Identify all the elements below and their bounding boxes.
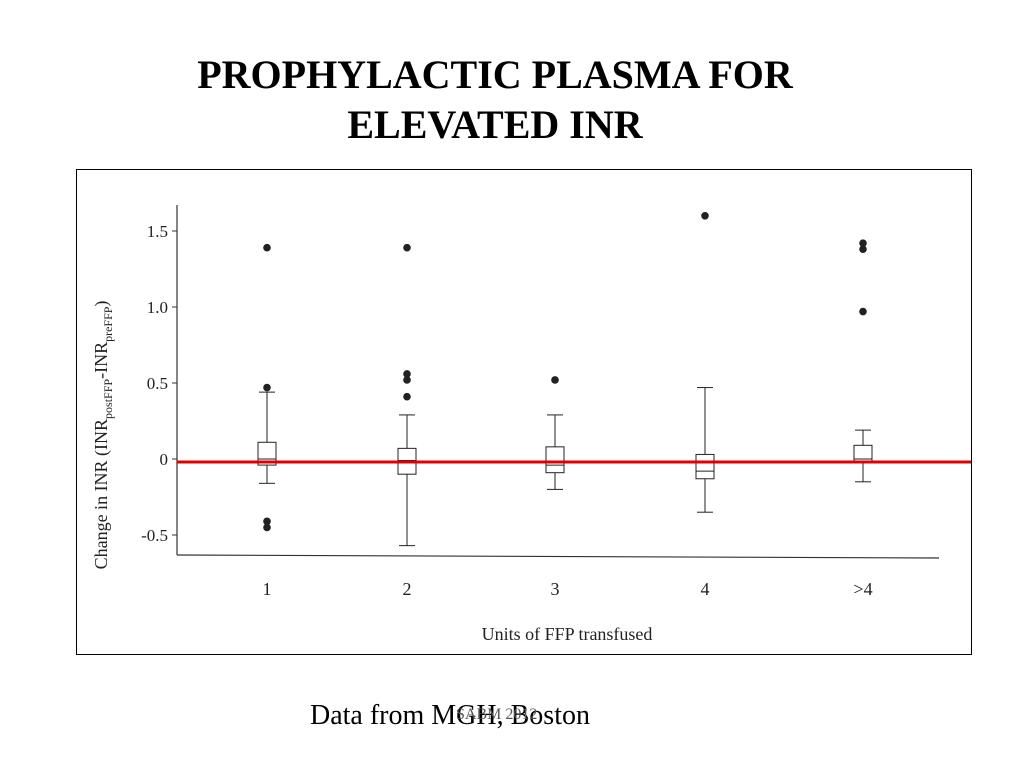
box-group-4 — [853, 429, 873, 483]
y-tick-label-4: -0.5 — [141, 526, 168, 545]
y-axis-title: Change in INR (INRpostFFP-INRpreFFP) — [91, 301, 115, 570]
outlier-1-1 — [403, 370, 411, 378]
slide-title-line-1: PROPHYLACTIC PLASMA FOR — [197, 52, 793, 97]
boxplot-chart: 1.5 1.0 0.5 0 -0.5 1 2 3 4 >4 Units of FFP transf… — [91, 205, 971, 644]
y-tick-label-1: 1.0 — [147, 298, 168, 317]
box-2-iqr — [545, 446, 565, 474]
slide-title-line-2: ELEVATED INR — [347, 102, 643, 147]
outliers-layer — [263, 212, 867, 532]
box-group-1 — [397, 414, 417, 547]
y-axis-title-post: ) — [91, 301, 112, 307]
box-3-iqr — [695, 453, 715, 480]
chart-frame: 1.5 1.0 0.5 0 -0.5 1 2 3 4 >4 Units of FFP transf… — [76, 169, 972, 655]
outlier-0-2 — [263, 517, 271, 526]
outlier-0-3 — [263, 523, 271, 532]
x-tick-label-4: >4 — [853, 579, 872, 599]
box-group-3 — [695, 387, 715, 513]
y-tick-label-3: 0 — [160, 450, 169, 469]
outlier-0-0 — [263, 243, 271, 252]
outlier-4-1 — [859, 245, 867, 254]
y-axis-title-mid: -INR — [91, 342, 111, 379]
slide-title: PROPHYLACTIC PLASMA FOR ELEVATED INR — [0, 50, 990, 150]
y-axis-title-sub2: preFFP — [101, 306, 115, 342]
x-tick-label-2: 3 — [551, 579, 560, 599]
outlier-1-0 — [403, 243, 411, 252]
box-4-iqr — [853, 444, 873, 463]
footer-source-text: Data from MGH, Boston — [310, 700, 590, 731]
x-axis-title: Units of FFP transfused — [482, 624, 653, 644]
outlier-2-0 — [551, 376, 559, 384]
outlier-0-1 — [263, 383, 271, 392]
outlier-1-3 — [403, 392, 411, 401]
y-axis-title-sub1: postFFP — [101, 379, 115, 419]
outlier-1-2 — [403, 376, 411, 384]
axes-layer: 1.5 1.0 0.5 0 -0.5 1 2 3 4 >4 — [141, 205, 940, 599]
outlier-4-2 — [859, 307, 867, 316]
x-tick-label-1: 2 — [403, 579, 412, 599]
boxes-layer — [257, 387, 873, 547]
outlier-4-0 — [859, 239, 867, 247]
y-tick-label-2: 0.5 — [147, 374, 168, 393]
x-tick-label-0: 1 — [263, 579, 272, 599]
x-tick-label-3: 4 — [701, 579, 710, 599]
box-group-2 — [545, 414, 565, 490]
y-axis-title-pre: Change in INR (INR — [91, 419, 112, 569]
x-axis-line — [176, 554, 940, 559]
footer-slide-number: SABM 2012 — [456, 706, 538, 723]
y-tick-label-0: 1.5 — [147, 222, 168, 241]
outlier-3-0 — [701, 212, 709, 220]
box-group-0 — [257, 391, 277, 484]
